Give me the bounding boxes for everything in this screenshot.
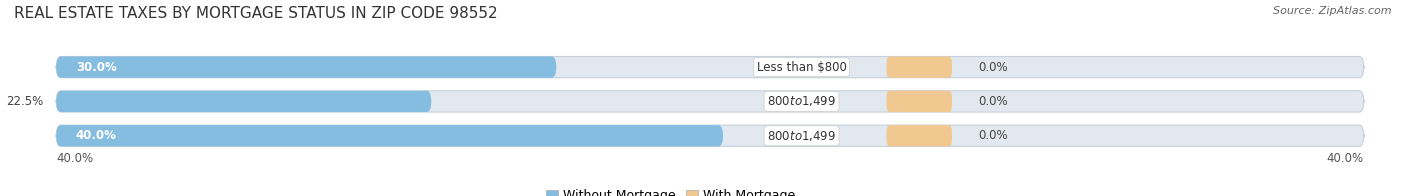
- FancyBboxPatch shape: [887, 91, 952, 112]
- FancyBboxPatch shape: [887, 125, 952, 146]
- FancyBboxPatch shape: [56, 56, 1364, 78]
- Text: 40.0%: 40.0%: [56, 152, 93, 165]
- Text: 30.0%: 30.0%: [76, 61, 117, 74]
- FancyBboxPatch shape: [56, 91, 1364, 112]
- FancyBboxPatch shape: [56, 56, 557, 78]
- FancyBboxPatch shape: [56, 91, 432, 112]
- FancyBboxPatch shape: [56, 125, 1364, 146]
- FancyBboxPatch shape: [887, 56, 952, 78]
- Text: 0.0%: 0.0%: [979, 95, 1008, 108]
- Text: 40.0%: 40.0%: [1327, 152, 1364, 165]
- Text: REAL ESTATE TAXES BY MORTGAGE STATUS IN ZIP CODE 98552: REAL ESTATE TAXES BY MORTGAGE STATUS IN …: [14, 6, 498, 21]
- FancyBboxPatch shape: [56, 125, 723, 146]
- Text: $800 to $1,499: $800 to $1,499: [768, 94, 837, 108]
- Text: 0.0%: 0.0%: [979, 61, 1008, 74]
- Text: $800 to $1,499: $800 to $1,499: [768, 129, 837, 143]
- Text: 40.0%: 40.0%: [76, 129, 117, 142]
- Text: 0.0%: 0.0%: [979, 129, 1008, 142]
- Text: Less than $800: Less than $800: [756, 61, 846, 74]
- Text: Source: ZipAtlas.com: Source: ZipAtlas.com: [1274, 6, 1392, 16]
- Text: 22.5%: 22.5%: [6, 95, 44, 108]
- Legend: Without Mortgage, With Mortgage: Without Mortgage, With Mortgage: [541, 184, 801, 196]
